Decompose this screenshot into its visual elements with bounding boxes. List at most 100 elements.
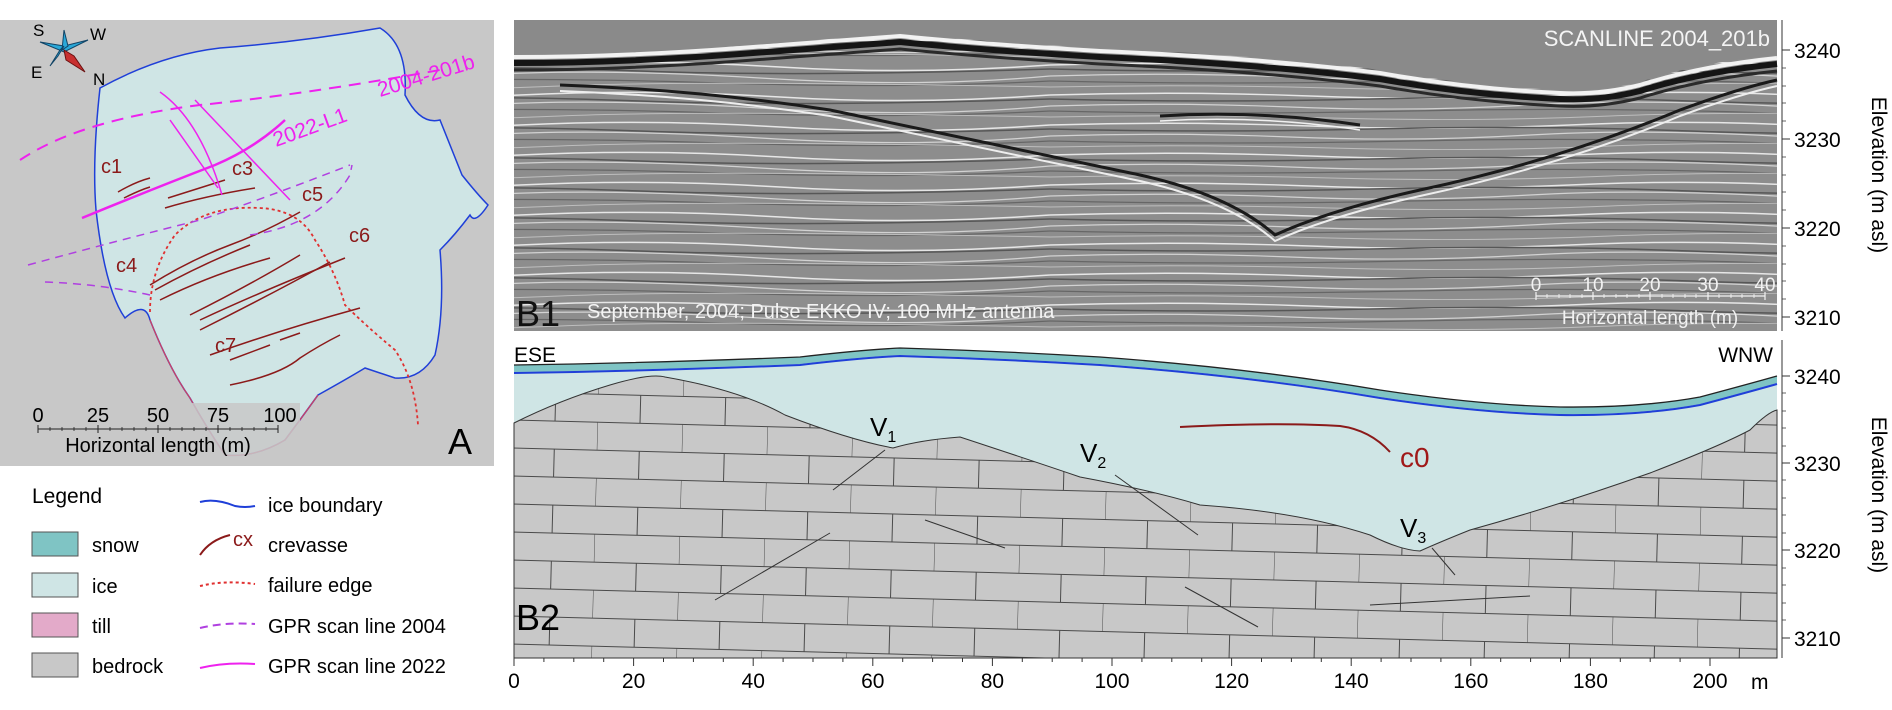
panel-a-letter: A xyxy=(448,421,472,462)
b1-y-tick-3220: 3220 xyxy=(1794,218,1841,241)
legend: Legend snow ice till bedrock ice boundar… xyxy=(31,485,446,678)
b1-scale-tick-0: 0 xyxy=(1531,275,1542,296)
b1-scale-tick-10: 10 xyxy=(1582,275,1603,296)
b2-y-tick-3210: 3210 xyxy=(1794,628,1841,651)
scalebar-tick-100: 100 xyxy=(263,405,296,427)
map-scalebar: 0 25 50 75 100 Horizontal length (m) xyxy=(28,403,300,461)
b2-x-tick-label: 180 xyxy=(1573,670,1608,693)
b1-caption: September, 2004; Pulse EKKO IV; 100 MHz … xyxy=(587,301,1055,323)
legend-title: Legend xyxy=(32,485,102,508)
scalebar-tick-25: 25 xyxy=(87,405,109,427)
gpr-2022-cross-lines xyxy=(159,91,291,201)
b2-letter: B2 xyxy=(516,597,560,638)
label-c1: c1 xyxy=(101,156,122,178)
legend-label-ice-boundary: ice boundary xyxy=(268,495,383,517)
scalebar-tick-0: 0 xyxy=(32,405,43,427)
legend-line-ice-boundary xyxy=(199,499,256,508)
reflector-surface-black xyxy=(513,38,1778,103)
b2-dir-wnw: WNW xyxy=(1718,344,1773,367)
b1-scale-tick-30: 30 xyxy=(1697,275,1718,296)
b2-x-tick-label: 160 xyxy=(1453,670,1488,693)
legend-swatch-snow xyxy=(31,531,79,557)
legend-label-bedrock: bedrock xyxy=(92,656,164,678)
legend-line-gpr-2004 xyxy=(199,622,256,629)
b2-x-ticks: 0 20 40 60 80 100 120 140 160 180 200 xyxy=(508,658,1728,693)
failure-edge-line xyxy=(149,206,419,426)
compass-n: N xyxy=(93,70,105,89)
b1-y-tick-3240: 3240 xyxy=(1794,40,1841,63)
gpr-2022-line-map xyxy=(81,119,286,220)
b2-label-c0: c0 xyxy=(1400,442,1430,473)
b2-y-tick-3220: 3220 xyxy=(1794,540,1841,563)
legend-label-failure-edge: failure edge xyxy=(268,575,373,597)
legend-label-ice: ice xyxy=(92,576,118,598)
b2-x-unit: m xyxy=(1751,671,1769,694)
ice-outline-map xyxy=(93,27,489,457)
reflector-c0 xyxy=(1159,112,1361,127)
legend-label-crevasse: crevasse xyxy=(268,535,348,557)
compass-s: S xyxy=(33,21,44,40)
b1-y-major-ticks xyxy=(1782,49,1790,318)
b1-title: SCANLINE 2004_201b xyxy=(1544,26,1770,51)
legend-line-crevasse xyxy=(199,534,231,556)
b1-y-minor-ticks xyxy=(1782,67,1786,300)
bedrock-layer xyxy=(513,375,1778,659)
b2-x-tick-label: 20 xyxy=(622,670,645,693)
b2-label-v2: V2 xyxy=(1080,438,1106,472)
b1-y-tick-3210: 3210 xyxy=(1794,307,1841,330)
legend-line-gpr-2022 xyxy=(199,662,256,669)
fracture-lines xyxy=(714,449,1531,628)
legend-swatch-bedrock xyxy=(31,652,79,678)
b2-x-tick-label: 120 xyxy=(1214,670,1249,693)
b2-x-tick-label: 200 xyxy=(1692,670,1727,693)
b2-x-tick-label: 40 xyxy=(742,670,765,693)
reflector-surface-2 xyxy=(513,47,1778,108)
b1-scale-label: Horizontal length (m) xyxy=(1562,308,1738,329)
snow-surface-line xyxy=(513,347,1778,408)
legend-label-gpr-2004: GPR scan line 2004 xyxy=(268,616,446,638)
b2-y-tick-3230: 3230 xyxy=(1794,453,1841,476)
b2-dir-ese: ESE xyxy=(514,344,556,367)
b1-letter: B1 xyxy=(516,293,560,334)
ice-boundary-line xyxy=(513,354,1778,417)
scalebar-tick-50: 50 xyxy=(147,405,169,427)
b2-label-v3: V3 xyxy=(1400,513,1426,547)
label-c3: c3 xyxy=(232,158,253,180)
reflector-bed xyxy=(559,78,1778,237)
b1-scale-tick-40: 40 xyxy=(1754,275,1775,296)
scalebar-label: Horizontal length (m) xyxy=(65,435,251,457)
legend-label-gpr-2022: GPR scan line 2022 xyxy=(268,656,446,678)
b2-y-major-ticks xyxy=(1782,375,1790,639)
b2-x-tick-label: 0 xyxy=(508,670,520,693)
label-c5: c5 xyxy=(302,184,323,206)
scalebar-backdrop xyxy=(28,403,300,461)
legend-mark-cx: cx xyxy=(233,529,253,551)
b1-y-tick-3230: 3230 xyxy=(1794,129,1841,152)
label-c7: c7 xyxy=(215,335,236,357)
compass-w: W xyxy=(90,25,106,44)
b1-scalebar xyxy=(1535,292,1766,300)
compass-e: E xyxy=(31,63,42,82)
compass-icon: S W E N xyxy=(31,21,106,89)
b2-x-tick-label: 80 xyxy=(981,670,1004,693)
legend-line-failure-edge xyxy=(199,581,256,587)
b2-x-tick-label: 100 xyxy=(1094,670,1129,693)
b2-x-tick-label: 60 xyxy=(861,670,884,693)
b1-scale-tick-20: 20 xyxy=(1639,275,1660,296)
legend-label-till: till xyxy=(92,616,111,638)
crevasse-c0-line xyxy=(1179,423,1391,453)
reflector-surface-white xyxy=(513,33,1778,96)
b1-y-label: Elevation (m asl) xyxy=(1867,97,1890,253)
b2-y-label: Elevation (m asl) xyxy=(1867,417,1890,573)
panel-b2: ESE WNW V1 V2 V3 c0 B2 3240 3230 3220 32… xyxy=(508,340,1890,694)
panel-b1: SCANLINE 2004_201b September, 2004; Puls… xyxy=(513,20,1890,334)
reflector-c0-white xyxy=(1159,118,1361,131)
legend-swatch-ice xyxy=(31,572,79,598)
scalebar-tick-75: 75 xyxy=(207,405,229,427)
label-c4: c4 xyxy=(116,255,137,277)
legend-swatch-till xyxy=(31,612,79,638)
legend-label-snow: snow xyxy=(92,535,139,557)
gpr-2004-line-c xyxy=(249,164,353,236)
b2-y-minor-ticks xyxy=(1782,392,1786,621)
